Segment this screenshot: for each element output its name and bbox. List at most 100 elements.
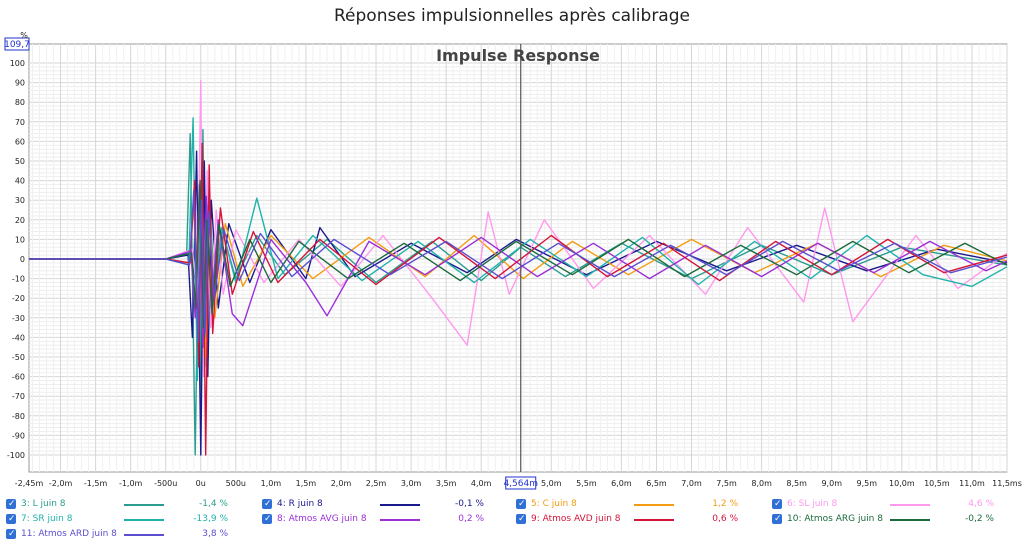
y-tick-label: 90 — [15, 79, 25, 88]
legend-swatch — [634, 504, 674, 506]
y-tick-label: 30 — [15, 196, 25, 205]
legend-label: 7: SR juin 8 — [21, 514, 73, 524]
legend-checkbox[interactable]: ✓ — [6, 514, 16, 524]
page-title: Réponses impulsionnelles après calibrage — [334, 6, 690, 26]
y-tick-label: 10 — [15, 235, 25, 244]
legend-item[interactable]: ✓ 4: R juin 8 -0,1 % — [262, 498, 502, 512]
legend-swatch — [890, 519, 930, 521]
check-icon: ✓ — [8, 514, 16, 524]
y-tick-label: -40 — [12, 333, 25, 342]
legend-checkbox[interactable]: ✓ — [516, 514, 526, 524]
legend-swatch — [634, 519, 674, 521]
x-tick-label: 11,0m — [959, 479, 985, 488]
legend-swatch — [124, 519, 164, 521]
y-tick-label: 100 — [10, 59, 25, 68]
legend-value: 4,6 % — [968, 499, 994, 509]
y-tick-label: -50 — [12, 353, 25, 362]
legend-value: -13,9 % — [193, 514, 228, 524]
chart-title: Impulse Response — [436, 46, 600, 65]
legend-label: 9: Atmos AVD juin 8 — [531, 514, 621, 524]
x-tick-label: 7,5m — [716, 479, 737, 488]
y-axis-unit: % — [20, 31, 28, 40]
check-icon: ✓ — [264, 514, 272, 524]
x-tick-label: 10,0m — [889, 479, 915, 488]
x-tick-label: 11,5ms — [992, 479, 1022, 488]
legend-swatch — [124, 534, 164, 536]
y-tick-label: -20 — [12, 294, 25, 303]
x-tick-label: 1,5m — [296, 479, 317, 488]
y-tick-label: -100 — [7, 451, 25, 460]
y-tick-label: 60 — [15, 137, 25, 146]
legend-checkbox[interactable]: ✓ — [772, 514, 782, 524]
legend-swatch — [890, 504, 930, 506]
legend-item[interactable]: ✓ 7: SR juin 8 -13,9 % — [6, 513, 246, 527]
legend-item[interactable]: ✓ 6: SL juin 8 4,6 % — [772, 498, 1012, 512]
x-tick-label: -2,45m — [15, 479, 44, 488]
x-tick-label: 8,0m — [751, 479, 772, 488]
x-tick-label: 6,5m — [646, 479, 667, 488]
legend-value: 3,8 % — [202, 529, 228, 539]
y-tick-label: -30 — [12, 314, 25, 323]
legend-checkbox[interactable]: ✓ — [262, 499, 272, 509]
legend-label: 8: Atmos AVG juin 8 — [277, 514, 367, 524]
cursor-readout: 4,564m — [503, 479, 538, 489]
legend-swatch — [124, 504, 164, 506]
series-layer — [29, 79, 1008, 456]
x-tick-label: 3,5m — [436, 479, 457, 488]
check-icon: ✓ — [774, 514, 782, 524]
legend-checkbox[interactable]: ✓ — [516, 499, 526, 509]
legend-value: 0,6 % — [712, 514, 738, 524]
x-tick-label: 6,0m — [611, 479, 632, 488]
legend-label: 3: L juin 8 — [21, 499, 66, 509]
x-tick-label: 10,5m — [924, 479, 950, 488]
x-tick-label: 500u — [226, 479, 246, 488]
legend-checkbox[interactable]: ✓ — [262, 514, 272, 524]
legend-item[interactable]: ✓ 3: L juin 8 -1,4 % — [6, 498, 246, 512]
x-tick-label: -500u — [154, 479, 177, 488]
legend-checkbox[interactable]: ✓ — [772, 499, 782, 509]
legend-item[interactable]: ✓ 8: Atmos AVG juin 8 0,2 % — [262, 513, 502, 527]
series-line — [29, 142, 1008, 456]
axes: 1009080706050403020100-10-20-30-40-50-60… — [7, 59, 1022, 488]
x-tick-label: 2,0m — [331, 479, 352, 488]
x-tick-label: 1,0m — [261, 479, 282, 488]
legend-label: 11: Atmos ARD juin 8 — [21, 529, 117, 539]
check-icon: ✓ — [518, 514, 526, 524]
y-tick-label: -80 — [12, 412, 25, 421]
legend-checkbox[interactable]: ✓ — [6, 529, 16, 539]
legend: ✓ 3: L juin 8 -1,4 % ✓ 4: R juin 8 -0,1 % ✓ 5: … — [0, 496, 1024, 542]
legend-value: -0,1 % — [455, 499, 484, 509]
y-tick-label: 40 — [15, 177, 25, 186]
legend-item[interactable]: ✓ 5: C juin 8 1,2 % — [516, 498, 756, 512]
x-tick-label: 3,0m — [401, 479, 422, 488]
x-tick-label: 0u — [196, 479, 206, 488]
y-max-readout: 109,7 — [4, 40, 30, 50]
legend-value: -0,2 % — [965, 514, 994, 524]
impulse-response-chart[interactable]: 1009080706050403020100-10-20-30-40-50-60… — [0, 30, 1024, 494]
legend-item[interactable]: ✓ 11: Atmos ARD juin 8 3,8 % — [6, 528, 246, 542]
legend-value: 0,2 % — [458, 514, 484, 524]
x-tick-label: 5,5m — [576, 479, 597, 488]
legend-item[interactable]: ✓ 10: Atmos ARG juin 8 -0,2 % — [772, 513, 1012, 527]
check-icon: ✓ — [8, 529, 16, 539]
y-tick-label: -60 — [12, 373, 25, 382]
x-tick-label: -1,5m — [84, 479, 108, 488]
legend-label: 4: R juin 8 — [277, 499, 323, 509]
legend-label: 6: SL juin 8 — [787, 499, 838, 509]
y-max-box — [4, 37, 30, 51]
legend-swatch — [380, 504, 420, 506]
y-tick-label: -10 — [12, 275, 25, 284]
legend-checkbox[interactable]: ✓ — [6, 499, 16, 509]
y-tick-label: 50 — [15, 157, 25, 166]
y-tick-label: 70 — [15, 118, 25, 127]
x-tick-label: 7,0m — [681, 479, 702, 488]
series-line — [29, 189, 1008, 342]
x-tick-label: 2,5m — [366, 479, 387, 488]
legend-item[interactable]: ✓ 9: Atmos AVD juin 8 0,6 % — [516, 513, 756, 527]
check-icon: ✓ — [518, 499, 526, 509]
x-tick-label: -1,0m — [119, 479, 143, 488]
y-tick-label: 0 — [20, 255, 25, 264]
legend-label: 5: C juin 8 — [531, 499, 577, 509]
check-icon: ✓ — [264, 499, 272, 509]
y-tick-label: -70 — [12, 392, 25, 401]
